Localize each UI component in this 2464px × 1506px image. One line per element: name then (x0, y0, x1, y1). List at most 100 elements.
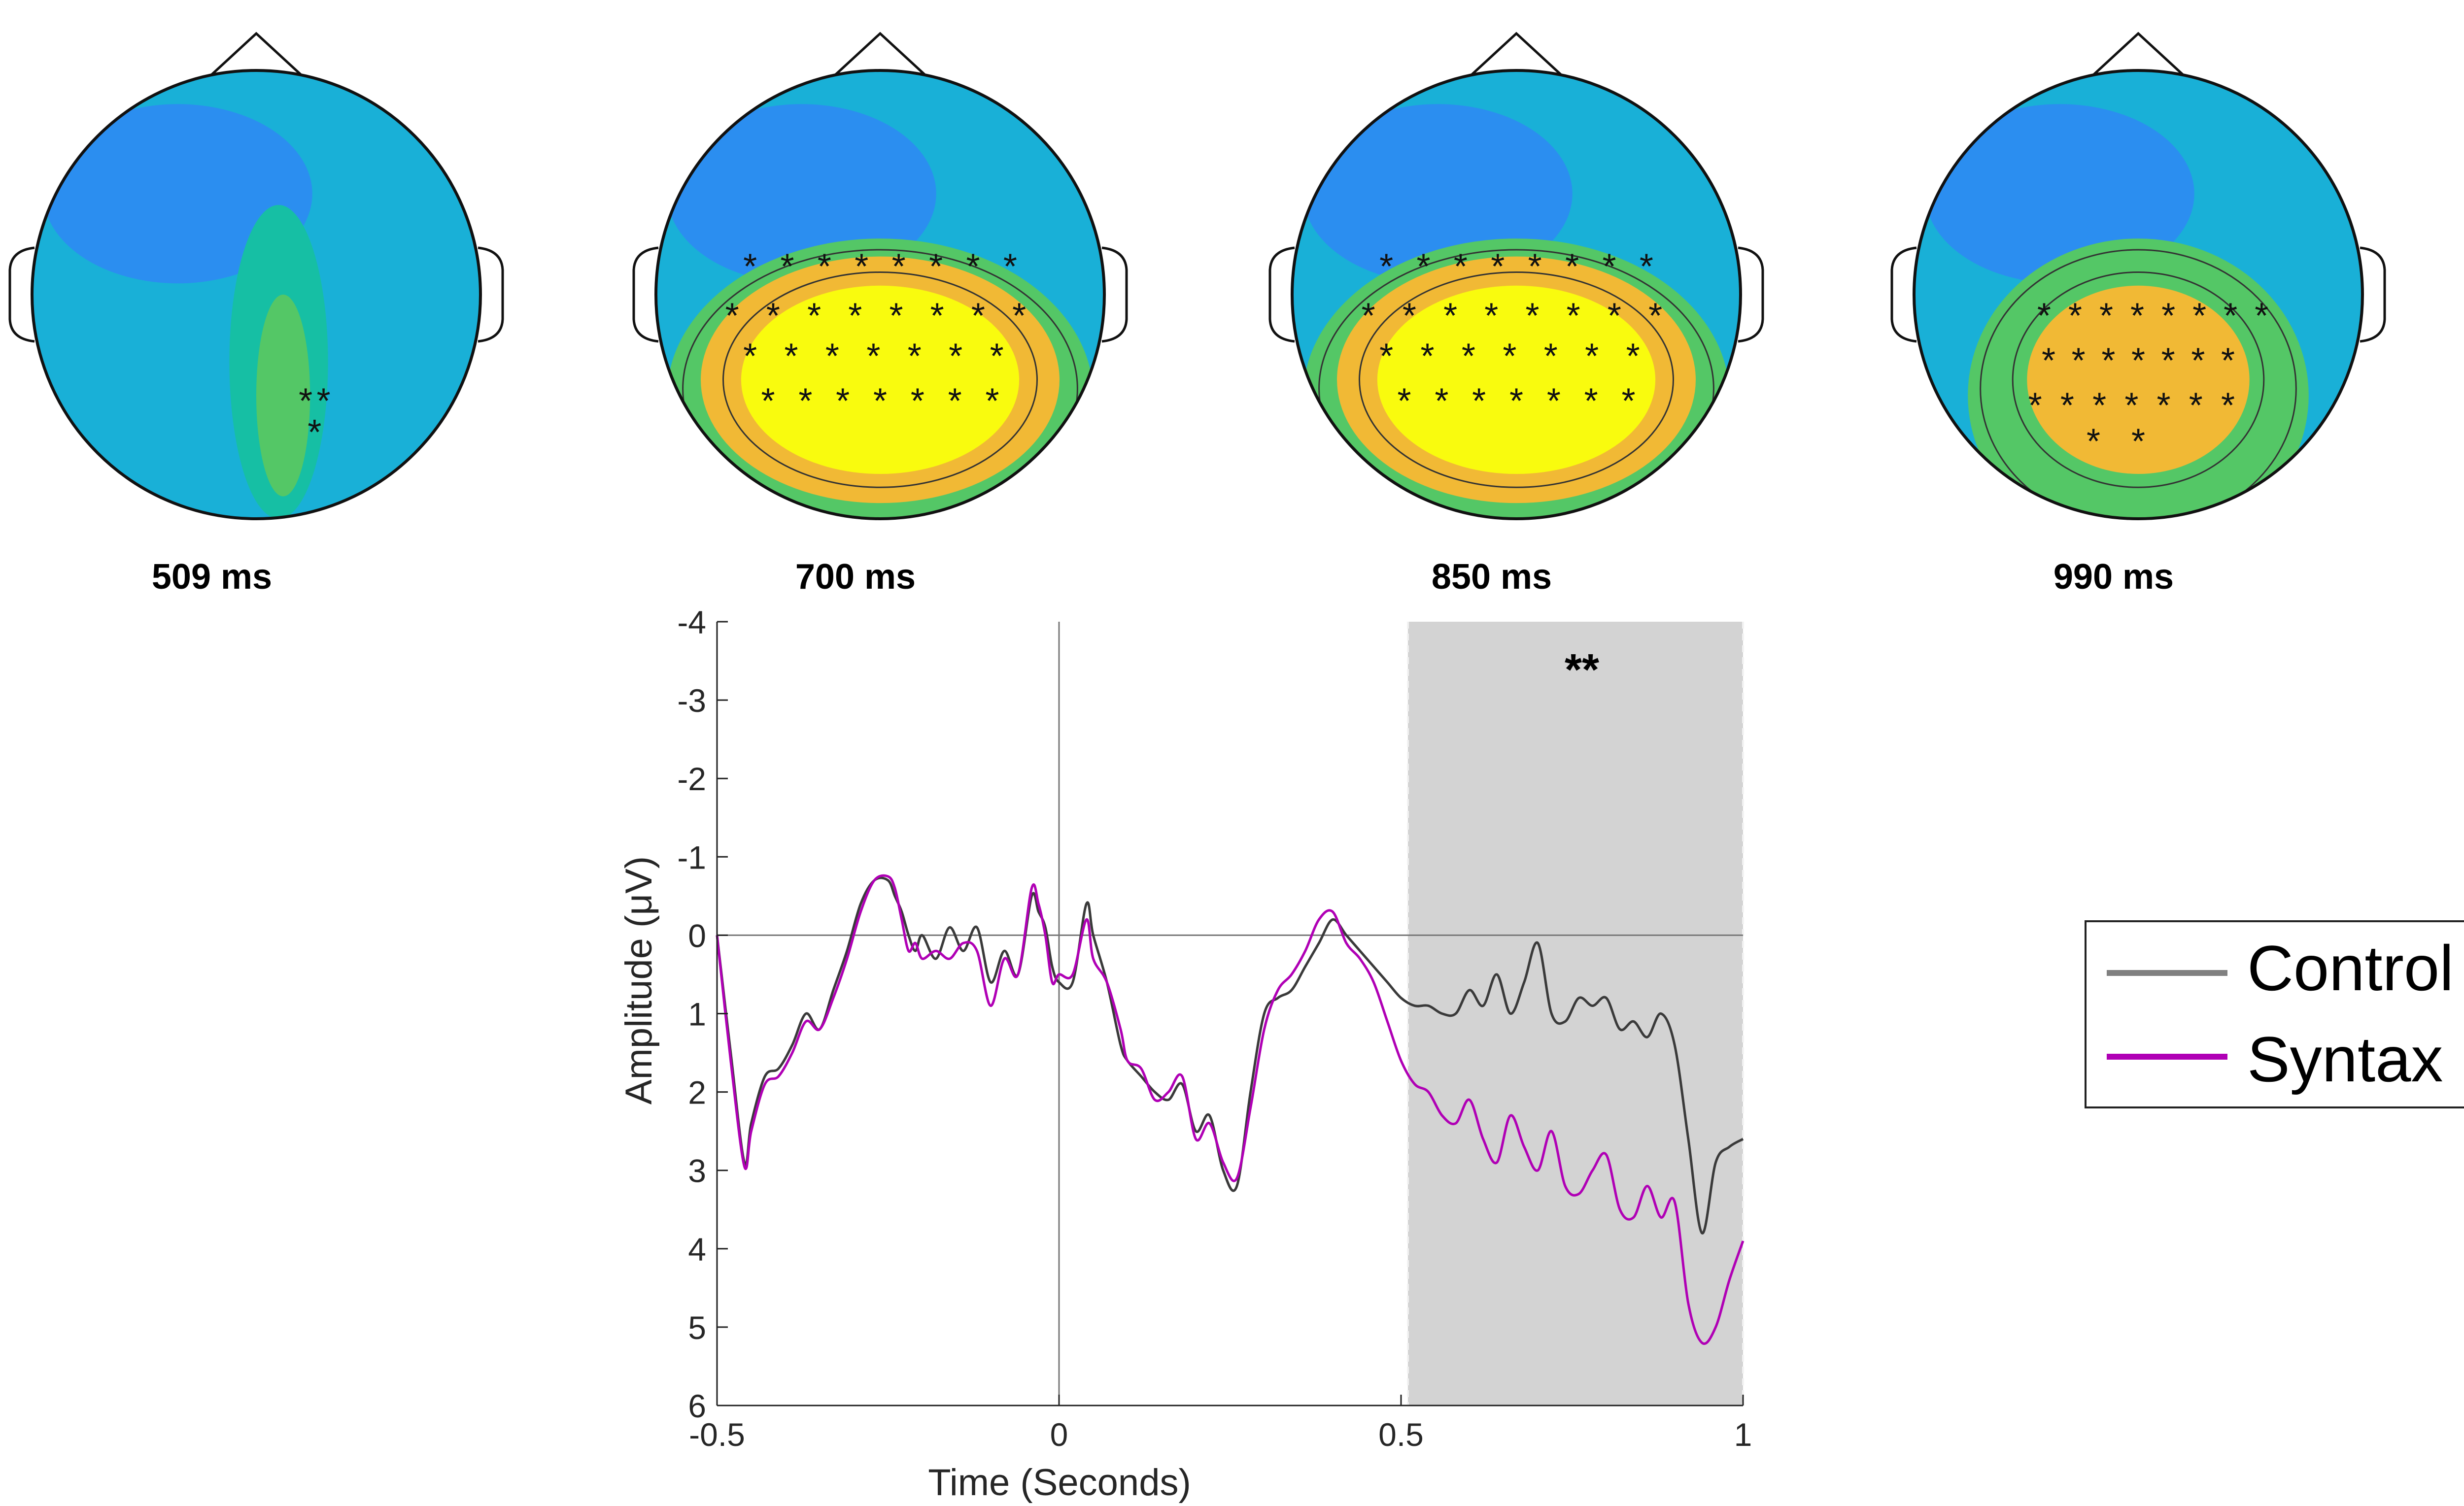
significant-electrode-marker: * (2131, 341, 2145, 381)
significant-electrode-marker: * (1565, 247, 1579, 286)
topomap-row: * **509 ms * * * * * * * ** * * * * * * ** * * * * * ** * * * * * *7… (8, 32, 2386, 597)
erp-plot: -4 -3 -2 -1 0 1 2 3 4 5 6 -0.5 0 0.5 1 ** Time (Secon… (618, 604, 1752, 1504)
legend-label-syntax: Syntax (2247, 1023, 2443, 1095)
significant-electrode-marker: * (1640, 247, 1653, 286)
significant-electrode-marker: * (2189, 386, 2203, 426)
significant-electrode-marker: * (1608, 297, 1621, 336)
topomap-time-label: 850 ms (1432, 557, 1552, 597)
significant-electrode-marker: * (1443, 297, 1457, 336)
peak-region (2027, 285, 2250, 474)
significant-electrode-marker: * (2072, 341, 2086, 381)
y-ticks: -4 -3 -2 -1 0 1 2 3 4 5 6 (677, 604, 728, 1424)
significant-electrode-marker: * (743, 336, 757, 376)
significant-electrode-marker: * (2060, 386, 2074, 426)
legend-label-control: Control (2247, 932, 2454, 1004)
contour-line (2012, 271, 2265, 488)
x-tick-label: 1 (1734, 1416, 1752, 1453)
significance-marker: ** (1565, 645, 1599, 695)
significant-electrode-marker: * (2087, 422, 2100, 461)
significant-electrode-marker: * (892, 247, 906, 286)
significant-electrode-marker: * (1421, 336, 1435, 376)
significant-electrode-marker: * (1362, 297, 1375, 336)
nose-outline (2093, 32, 2184, 75)
significant-electrode-marker: * (1544, 336, 1558, 376)
significant-electrode-marker: * (948, 381, 962, 421)
series-line-syntax (716, 874, 1745, 1345)
significant-electrode-marker: * (855, 247, 868, 286)
topomap: * ** 509 ms (8, 32, 504, 597)
significant-electrode-marker: * (966, 247, 980, 286)
significant-electrode-marker: * (929, 247, 943, 286)
topomap: * * * * * * * ** * * * * * * ** * * * * * ** * * * * * *700 ms (632, 32, 1128, 597)
peak-region (1377, 285, 1656, 474)
right-ear-outline (1101, 246, 1128, 343)
y-tick-label: 4 (688, 1231, 706, 1268)
significant-electrode-marker: * (1621, 381, 1635, 421)
significant-electrode-marker: * (1648, 297, 1662, 336)
significant-electrode-marker: * (2131, 422, 2145, 461)
significant-electrode-marker: * (848, 297, 862, 336)
significant-electrode-marker: * (2130, 297, 2144, 336)
contour-line (682, 249, 1078, 519)
significant-electrode-marker: * (990, 336, 1004, 376)
frontal-negative-region (1925, 104, 2194, 284)
significant-electrode-marker: * (2224, 297, 2237, 336)
significant-electrode-marker: * (1528, 247, 1542, 286)
significant-electrode-marker: * (2221, 341, 2235, 381)
y-tick-label: 0 (688, 917, 706, 954)
significant-electrode-marker: * (785, 336, 798, 376)
significant-electrode-marker: * (971, 297, 985, 336)
significant-electrode-marker: * (2068, 297, 2082, 336)
significant-electrode-marker: * (908, 336, 922, 376)
y-tick-label: 6 (688, 1388, 706, 1424)
peak-region (256, 295, 310, 497)
left-ear-outline (1268, 246, 1295, 343)
significant-electrode-marker: * (1462, 336, 1475, 376)
frontal-negative-region (1303, 104, 1573, 284)
topomap: * * * * * * * ** * * * * * ** * * * * * ** *990 ms (1890, 32, 2386, 597)
head-outline (1291, 69, 1742, 520)
y-tick-label: -4 (677, 604, 706, 640)
right-ear-outline (2360, 246, 2386, 343)
series-line-control (716, 876, 1744, 1235)
significant-electrode-marker: * (1472, 381, 1486, 421)
significant-electrode-marker: * (1012, 297, 1026, 336)
significant-electrode-marker: * (807, 297, 821, 336)
frontal-negative-region (43, 104, 312, 284)
significant-electrode-marker: * (818, 247, 831, 286)
significant-electrode-marker: * (2161, 297, 2175, 336)
significant-electrode-marker: * (2191, 341, 2205, 381)
contour-line (1318, 249, 1714, 519)
right-ear-outline (478, 246, 504, 343)
left-ear-outline (8, 246, 35, 343)
significant-electrode-marker: * (798, 381, 812, 421)
y-axis-label: Amplitude (μV) (618, 856, 660, 1104)
significant-electrode-marker: * (1626, 336, 1640, 376)
y-tick-label: 3 (688, 1153, 706, 1189)
significant-electrode-marker: * (1003, 247, 1017, 286)
scalp-field (32, 70, 480, 519)
significant-electrode-marker: * (2157, 386, 2171, 426)
significant-electrode-marker: * (725, 297, 739, 336)
x-tick-label: 0 (1050, 1416, 1068, 1453)
significant-electrode-marker: * (2221, 386, 2235, 426)
significant-electrode-marker: * (1379, 247, 1393, 286)
contour-line (722, 271, 1038, 488)
contour-line (1359, 271, 1674, 488)
significant-electrode-marker: * (2099, 297, 2113, 336)
significant-electrode-marker: * (1509, 381, 1523, 421)
significant-electrode-marker: * (1567, 297, 1580, 336)
right-ear-outline (1738, 246, 1764, 343)
significance-shaded-region (1407, 622, 1743, 1406)
legend: Control Syntax (2085, 920, 2464, 1108)
significant-electrode-marker: * (1435, 381, 1448, 421)
significant-electrode-marker: * (2192, 297, 2206, 336)
significant-electrode-marker: * (1525, 297, 1539, 336)
significant-electrode-marker: * (2255, 297, 2268, 336)
significant-electrode-marker: * (985, 381, 999, 421)
legend-box (2085, 920, 2464, 1108)
significant-electrode-marker: * (1547, 381, 1561, 421)
significant-electrode-marker: * (316, 381, 330, 421)
left-ear-outline (632, 246, 659, 343)
